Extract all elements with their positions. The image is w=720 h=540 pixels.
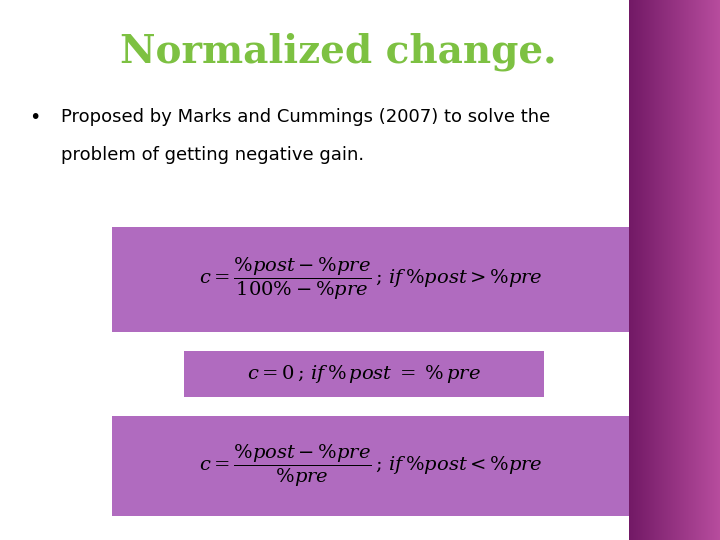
- FancyBboxPatch shape: [112, 416, 630, 516]
- FancyBboxPatch shape: [112, 227, 630, 332]
- Text: Proposed by Marks and Cummings (2007) to solve the: Proposed by Marks and Cummings (2007) to…: [61, 108, 551, 126]
- Text: $c = 0\,;\,if\,\%\,post\; =\; \%\,pre$: $c = 0\,;\,if\,\%\,post\; =\; \%\,pre$: [247, 363, 480, 385]
- Text: •: •: [29, 108, 40, 127]
- Text: problem of getting negative gain.: problem of getting negative gain.: [61, 146, 364, 164]
- Text: $c = \dfrac{\%post - \%pre}{100\% - \%pre}\,;\,if\,\%post > \%pre$: $c = \dfrac{\%post - \%pre}{100\% - \%pr…: [199, 256, 543, 302]
- FancyBboxPatch shape: [184, 351, 544, 397]
- Text: Normalized change.: Normalized change.: [120, 32, 557, 71]
- Text: $c = \dfrac{\%post - \%pre}{\%pre}\,;\,if\,\%post < \%pre$: $c = \dfrac{\%post - \%pre}{\%pre}\,;\,i…: [199, 443, 543, 489]
